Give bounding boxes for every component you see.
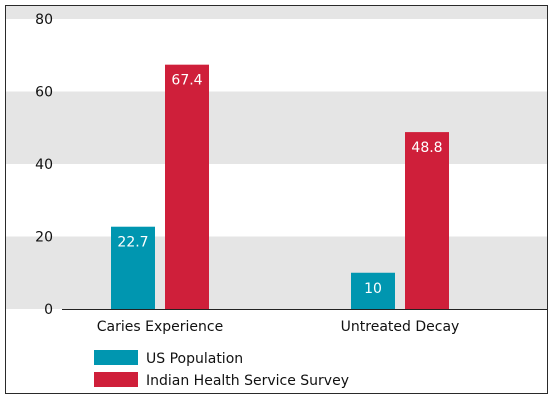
bars: 22.7 67.4 10 48.8 (111, 64, 449, 309)
chart-frame: 0 20 40 60 80 22.7 67.4 10 48.8 Caries Experien… (5, 5, 548, 394)
bar-value-label: 10 (364, 281, 382, 297)
band (6, 91, 547, 164)
category-label: Untreated Decay (341, 319, 460, 335)
y-tick-label: 20 (35, 230, 53, 246)
category-label: Caries Experience (97, 319, 223, 335)
bar-value-label: 48.8 (411, 140, 442, 156)
bar (111, 226, 155, 309)
bar (351, 272, 395, 309)
y-tick-label: 0 (44, 302, 53, 318)
legend: US Population Indian Health Service Surve… (94, 350, 349, 389)
y-tick-label: 40 (35, 157, 53, 173)
y-tick-label: 60 (35, 85, 53, 101)
y-tick-label: 80 (35, 12, 53, 28)
bar-value-label: 67.4 (171, 73, 202, 89)
legend-label: US Population (146, 351, 243, 367)
background-bands (6, 6, 547, 309)
bar-chart: 0 20 40 60 80 22.7 67.4 10 48.8 Caries Experien… (6, 6, 547, 389)
legend-swatch (94, 372, 138, 387)
bar (165, 64, 209, 309)
legend-label: Indian Health Service Survey (146, 373, 349, 389)
bar (405, 132, 449, 309)
band (6, 6, 547, 19)
band (6, 236, 547, 309)
legend-swatch (94, 350, 138, 365)
category-labels: Caries Experience Untreated Decay (97, 319, 460, 335)
y-axis: 0 20 40 60 80 (35, 12, 547, 318)
bar-value-label: 22.7 (117, 235, 148, 251)
